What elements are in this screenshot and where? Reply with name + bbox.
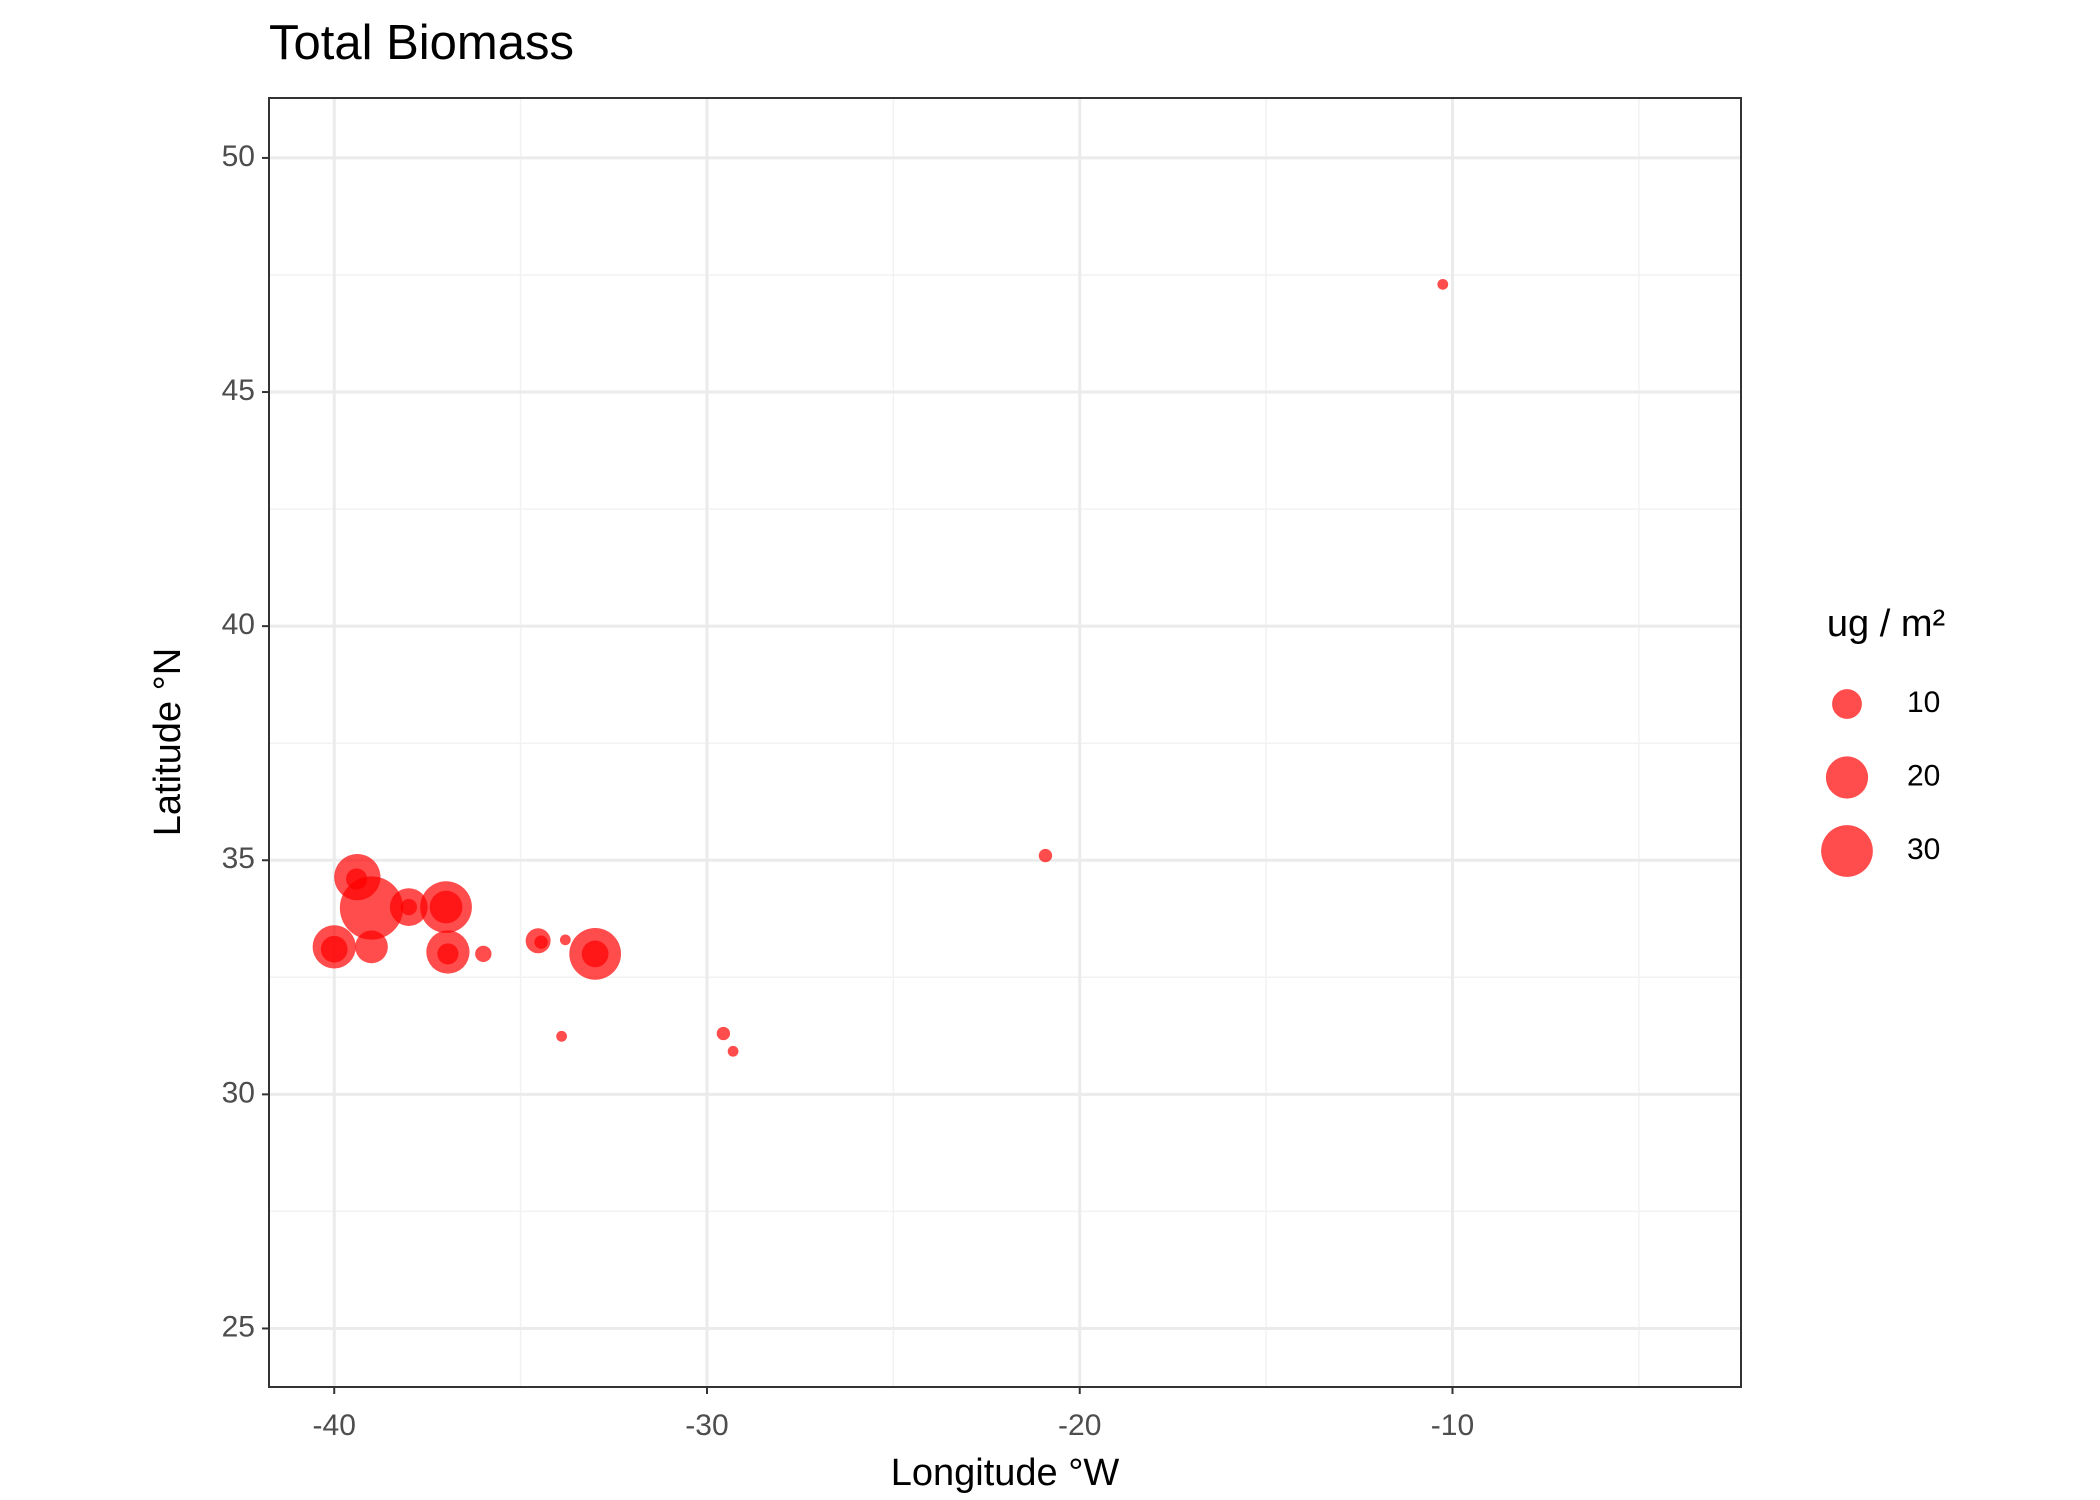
x-tick-label: -30 xyxy=(685,1409,728,1442)
x-tick-label: -10 xyxy=(1431,1409,1474,1442)
bubble xyxy=(1038,848,1053,863)
bubble xyxy=(581,940,609,968)
y-tick-label: 35 xyxy=(222,842,255,875)
y-tick-label: 40 xyxy=(222,608,255,641)
y-tick-label: 50 xyxy=(222,140,255,173)
bubble xyxy=(556,1030,567,1042)
y-tick-label: 30 xyxy=(222,1076,255,1109)
bubble xyxy=(475,945,492,963)
y-tick-label: 25 xyxy=(222,1310,255,1343)
plot-border xyxy=(268,97,1742,1388)
bubble xyxy=(1437,278,1449,290)
bubble xyxy=(437,943,459,965)
legend-symbol xyxy=(1825,756,1869,799)
y-tick-label: 45 xyxy=(222,374,255,407)
bubble xyxy=(727,1045,739,1057)
bubble xyxy=(534,935,548,949)
legend-label: 30 xyxy=(1907,833,1940,866)
chart-title: Total Biomass xyxy=(269,16,574,70)
bubble xyxy=(320,935,348,963)
x-axis-label: Longitude °W xyxy=(891,1452,1120,1494)
legend-symbol xyxy=(1821,825,1873,877)
bubble xyxy=(355,930,388,964)
bubble xyxy=(716,1026,731,1041)
legend-label: 20 xyxy=(1907,759,1940,792)
bubble xyxy=(429,890,463,924)
legend-symbol xyxy=(1832,689,1862,719)
legend-label: 10 xyxy=(1907,686,1940,719)
bubble xyxy=(559,934,571,946)
bubble xyxy=(339,876,404,940)
x-tick-label: -40 xyxy=(313,1409,356,1442)
bubble xyxy=(400,898,417,916)
y-axis-label: Latitude °N xyxy=(147,648,189,836)
legend-title: ug / m² xyxy=(1827,603,1945,645)
x-tick-label: -20 xyxy=(1058,1409,1101,1442)
